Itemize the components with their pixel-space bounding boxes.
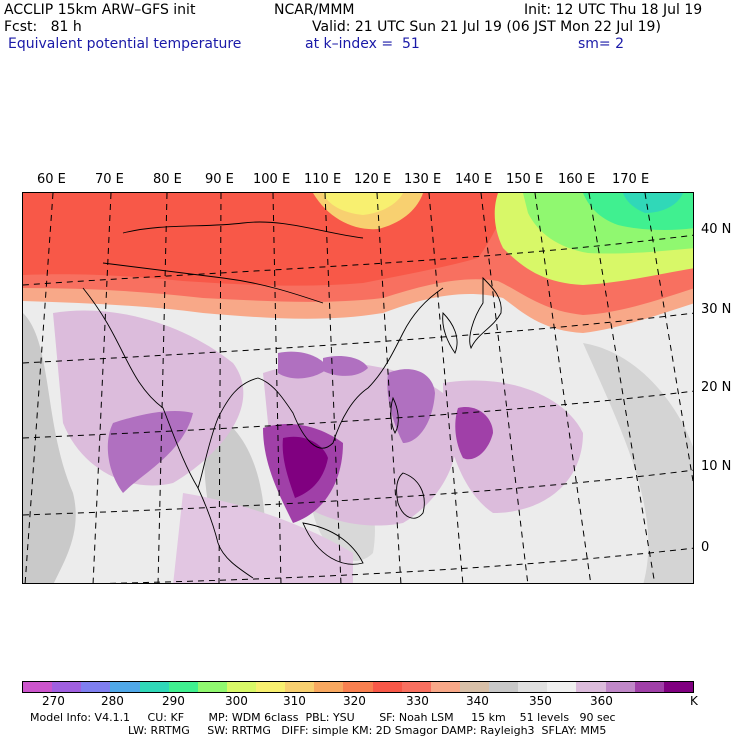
korea-coast	[442, 312, 458, 354]
coastlines	[82, 221, 502, 579]
colorbar-tick-300: 300	[225, 694, 248, 708]
lon-label-70e: 70 E	[95, 172, 124, 187]
lat-label-20n: 20 N	[701, 380, 732, 395]
colorbar-swatch-21	[634, 682, 664, 692]
taiwan-coast	[390, 396, 399, 434]
colorbar-tick-320: 320	[343, 694, 366, 708]
colorbar-swatch-14	[430, 682, 460, 692]
lon-label-110e: 110 E	[304, 172, 342, 187]
japan-coast	[469, 276, 502, 350]
philippines-coast	[396, 472, 425, 519]
lat-line-0	[106, 547, 693, 583]
graticule	[23, 193, 693, 583]
lilac-region-india	[53, 310, 244, 486]
cyan-ne	[623, 193, 683, 213]
colorbar-swatch-11	[343, 682, 373, 692]
purple-core-taiwan	[323, 356, 368, 376]
colorbar-swatch-6	[197, 682, 227, 692]
colorbar-swatch-20	[605, 682, 635, 692]
colorbar-unit: K	[690, 694, 698, 708]
colorbar	[22, 681, 694, 693]
lon-label-130e: 130 E	[404, 172, 442, 187]
colorbar-swatch-8	[256, 682, 286, 692]
colorbar-tick-340: 340	[466, 694, 489, 708]
lon-line-170e	[644, 193, 693, 485]
lon-label-170e: 170 E	[612, 172, 650, 187]
light-yellow-patch	[323, 193, 403, 215]
northern-border	[122, 221, 364, 239]
colorbar-swatch-19	[576, 682, 606, 692]
model-info-line2: LW: RRTMG SW: RRTMG DIFF: simple KM: 2D …	[128, 724, 607, 737]
lat-line-40n	[23, 234, 693, 286]
valid-time: Valid: 21 UTC Sun 21 Jul 19 (06 JST Mon …	[312, 19, 661, 35]
lat-label-40n: 40 N	[701, 222, 732, 237]
init-time: Init: 12 UTC Thu 18 Jul 19	[524, 2, 703, 18]
lat-label-30n: 30 N	[701, 302, 732, 317]
deep-purple-core	[282, 436, 328, 498]
model-info-line1: Model Info: V4.1.1 CU: KF MP: WDM 6class…	[30, 711, 616, 724]
central-asia-border	[102, 262, 324, 304]
lon-label-60e: 60 E	[37, 172, 66, 187]
field-name: Equivalent potential temperature	[8, 36, 242, 52]
lat-line-10n	[23, 469, 693, 516]
mainland-asia-coast	[82, 287, 444, 490]
forecast-hour: Fcst: 81 h	[4, 19, 82, 35]
colorbar-tick-310: 310	[283, 694, 306, 708]
lon-line-160e	[588, 193, 656, 583]
lon-label-120e: 120 E	[354, 172, 392, 187]
lon-label-90e: 90 E	[205, 172, 234, 187]
lon-label-100e: 100 E	[253, 172, 291, 187]
purple-core-south-china	[278, 351, 328, 379]
colorbar-swatch-0	[23, 682, 53, 692]
colorbar-tick-330: 330	[406, 694, 429, 708]
purple-core-philippine-sea	[387, 369, 435, 443]
lon-label-160e: 160 E	[558, 172, 596, 187]
colorbar-swatch-10	[314, 682, 344, 692]
colorbar-swatch-9	[285, 682, 315, 692]
purple-core-pacific	[455, 407, 493, 460]
lon-label-80e: 80 E	[153, 172, 182, 187]
grey-patch-east	[583, 343, 693, 583]
colorbar-swatch-17	[518, 682, 548, 692]
borneo-coast	[302, 522, 364, 565]
colorbar-swatch-4	[139, 682, 169, 692]
colorbar-swatch-15	[459, 682, 489, 692]
colorbar-swatch-16	[489, 682, 519, 692]
map-panel	[22, 192, 694, 584]
lat-label-10n: 10 N	[701, 459, 732, 474]
colorbar-tick-360: 360	[590, 694, 613, 708]
colorbar-tick-350: 350	[529, 694, 552, 708]
smoothing: sm= 2	[578, 36, 625, 52]
colorbar-tick-290: 290	[162, 694, 185, 708]
colorbar-tick-270: 270	[42, 694, 65, 708]
model-title: ACCLIP 15km ARW–GFS init	[4, 2, 196, 18]
colorbar-swatch-1	[52, 682, 82, 692]
lat-line-20n	[23, 390, 693, 439]
lat-label-0: 0	[701, 540, 710, 555]
lilac-region-south	[173, 493, 353, 583]
colorbar-swatch-2	[81, 682, 111, 692]
theta-e-field	[23, 193, 693, 583]
colorbar-swatch-13	[401, 682, 431, 692]
colorbar-swatch-7	[226, 682, 256, 692]
colorbar-swatch-18	[547, 682, 577, 692]
colorbar-tick-280: 280	[101, 694, 124, 708]
grey-patch-west	[23, 313, 76, 583]
colorbar-swatch-22	[663, 682, 693, 692]
colorbar-swatch-12	[372, 682, 402, 692]
level-index: at k–index = 51	[305, 36, 420, 52]
organization: NCAR/MMM	[274, 2, 355, 18]
colorbar-swatch-3	[110, 682, 140, 692]
malay-peninsula-coast	[197, 487, 254, 579]
colorbar-swatch-5	[168, 682, 198, 692]
lon-label-140e: 140 E	[455, 172, 493, 187]
lon-label-150e: 150 E	[506, 172, 544, 187]
